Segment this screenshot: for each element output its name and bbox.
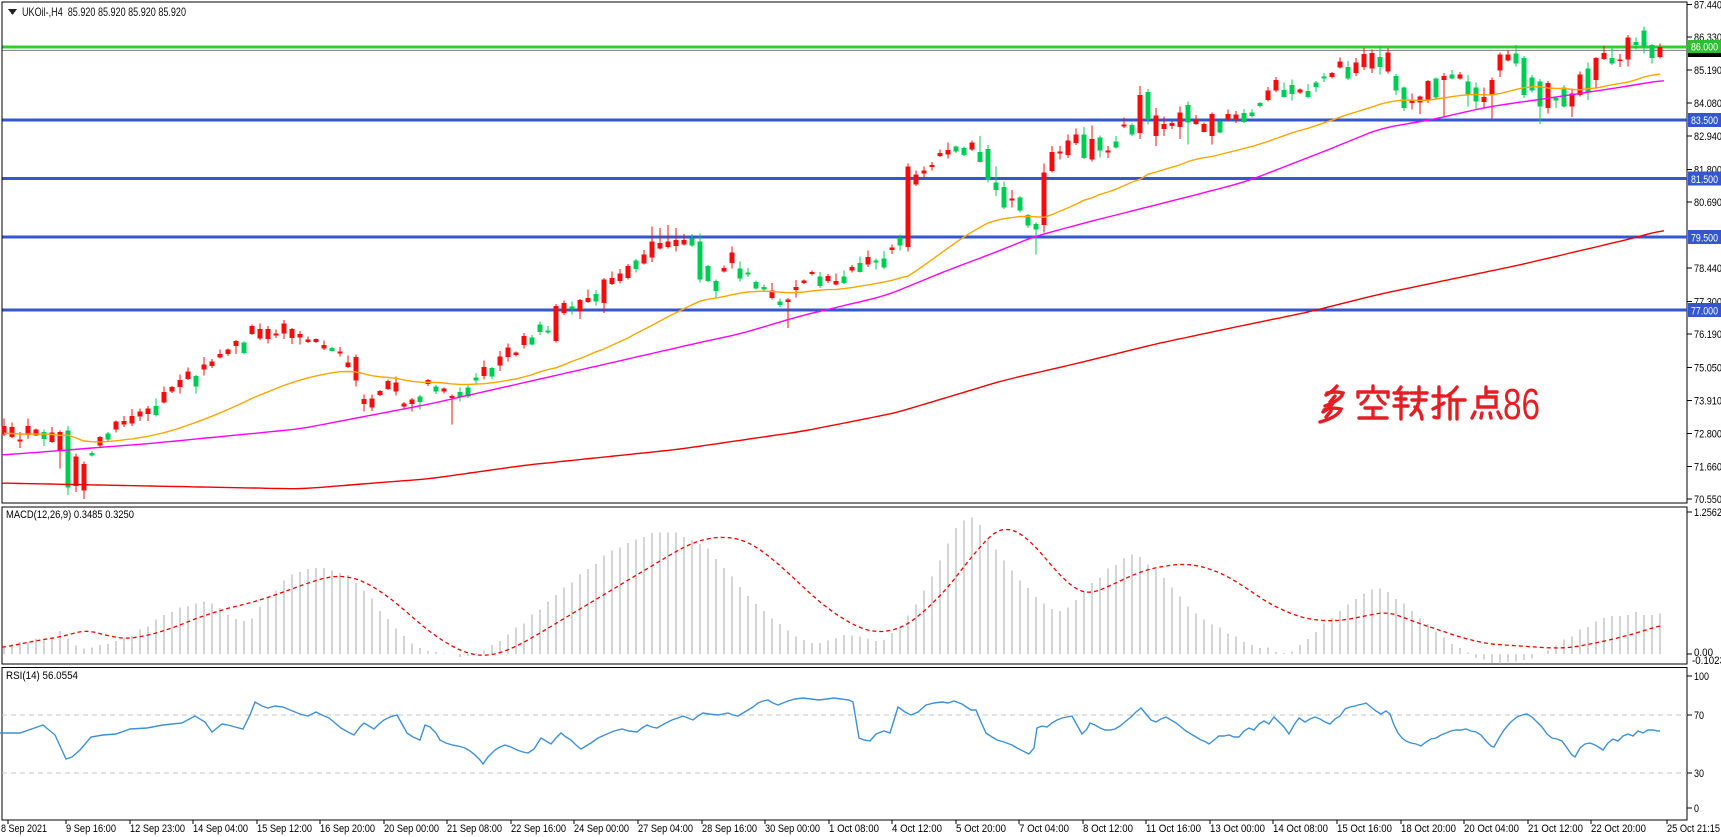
svg-text:79.500: 79.500 [1691, 233, 1718, 245]
svg-text:70: 70 [1694, 710, 1704, 722]
svg-text:25 Oct 21:15: 25 Oct 21:15 [1667, 823, 1720, 835]
svg-text:RSI(14) 56.0554: RSI(14) 56.0554 [6, 670, 78, 682]
svg-text:15 Sep 12:00: 15 Sep 12:00 [257, 823, 312, 835]
svg-text:86.000: 86.000 [1691, 42, 1718, 54]
svg-text:16 Sep 20:00: 16 Sep 20:00 [320, 823, 375, 835]
svg-text:71.660: 71.660 [1694, 462, 1721, 474]
svg-text:12 Sep 23:00: 12 Sep 23:00 [130, 823, 185, 835]
svg-text:13 Oct 00:00: 13 Oct 00:00 [1210, 823, 1265, 835]
svg-text:0.00: 0.00 [1694, 647, 1713, 659]
svg-text:0: 0 [1694, 803, 1699, 815]
svg-text:22 Sep 16:00: 22 Sep 16:00 [511, 823, 566, 835]
svg-text:20 Oct 04:00: 20 Oct 04:00 [1464, 823, 1519, 835]
svg-text:9 Sep 16:00: 9 Sep 16:00 [66, 823, 116, 835]
svg-text:73.910: 73.910 [1694, 396, 1721, 408]
svg-text:22 Oct 20:00: 22 Oct 20:00 [1591, 823, 1646, 835]
svg-text:77.000: 77.000 [1691, 306, 1718, 318]
svg-text:11 Oct 16:00: 11 Oct 16:00 [1146, 823, 1201, 835]
svg-text:14 Sep 04:00: 14 Sep 04:00 [193, 823, 248, 835]
svg-text:14 Oct 08:00: 14 Oct 08:00 [1273, 823, 1328, 835]
svg-text:24 Sep 00:00: 24 Sep 00:00 [574, 823, 629, 835]
svg-text:72.800: 72.800 [1694, 428, 1721, 440]
svg-text:76.190: 76.190 [1694, 329, 1721, 341]
svg-text:82.940: 82.940 [1694, 131, 1721, 143]
svg-text:30 Sep 00:00: 30 Sep 00:00 [765, 823, 820, 835]
svg-text:MACD(12,26,9) 0.3485 0.3250: MACD(12,26,9) 0.3485 0.3250 [6, 509, 134, 521]
svg-text:21 Oct 12:00: 21 Oct 12:00 [1528, 823, 1583, 835]
svg-text:28 Sep 16:00: 28 Sep 16:00 [702, 823, 757, 835]
svg-text:-0.1023: -0.1023 [1692, 655, 1721, 667]
svg-text:100: 100 [1694, 671, 1709, 683]
svg-text:1 Oct 08:00: 1 Oct 08:00 [829, 823, 879, 835]
svg-text:78.440: 78.440 [1694, 263, 1721, 275]
svg-text:84.080: 84.080 [1694, 98, 1721, 110]
svg-text:5 Oct 20:00: 5 Oct 20:00 [956, 823, 1006, 835]
svg-text:80.690: 80.690 [1694, 197, 1721, 209]
svg-text:75.050: 75.050 [1694, 362, 1721, 374]
svg-text:86: 86 [1503, 380, 1540, 429]
svg-text:1.2562: 1.2562 [1694, 507, 1721, 519]
svg-text:85.190: 85.190 [1694, 65, 1721, 77]
svg-text:30: 30 [1694, 768, 1704, 780]
svg-text:21 Sep 08:00: 21 Sep 08:00 [447, 823, 502, 835]
svg-text:83.500: 83.500 [1691, 115, 1718, 127]
svg-text:7 Oct 04:00: 7 Oct 04:00 [1019, 823, 1069, 835]
svg-text:81.500: 81.500 [1691, 174, 1718, 186]
svg-text:27 Sep 04:00: 27 Sep 04:00 [638, 823, 693, 835]
svg-text:15 Oct 16:00: 15 Oct 16:00 [1337, 823, 1392, 835]
svg-text:4 Oct 12:00: 4 Oct 12:00 [892, 823, 942, 835]
svg-text:8 Oct 12:00: 8 Oct 12:00 [1083, 823, 1133, 835]
svg-text:8 Sep 2021: 8 Sep 2021 [1, 823, 47, 835]
svg-text:87.440: 87.440 [1694, 0, 1721, 11]
svg-text:20 Sep 00:00: 20 Sep 00:00 [384, 823, 439, 835]
svg-text:70.550: 70.550 [1694, 494, 1721, 506]
svg-text:18 Oct 20:00: 18 Oct 20:00 [1401, 823, 1456, 835]
svg-text:UKOil-,H4 85.920 85.920 85.92: UKOil-,H4 85.920 85.920 85.920 85.920 [22, 5, 186, 19]
